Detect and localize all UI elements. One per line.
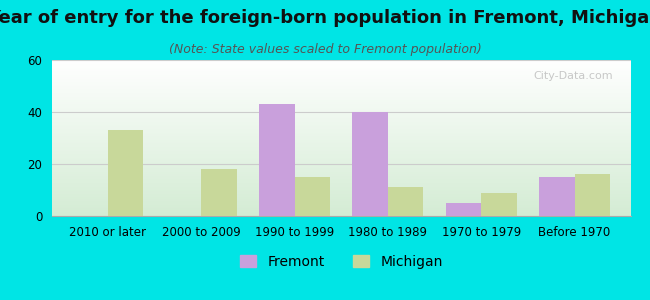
Text: City-Data.com: City-Data.com [534, 71, 613, 81]
Bar [294, 177, 330, 216]
Bar [108, 130, 144, 216]
Legend: Fremont, Michigan: Fremont, Michigan [234, 250, 448, 274]
Bar [446, 203, 481, 216]
Text: Year of entry for the foreign-born population in Fremont, Michigan: Year of entry for the foreign-born popul… [0, 9, 650, 27]
Bar [388, 188, 423, 216]
Bar [539, 177, 575, 216]
Text: (Note: State values scaled to Fremont population): (Note: State values scaled to Fremont po… [168, 44, 482, 56]
Bar [202, 169, 237, 216]
Bar [352, 112, 388, 216]
Bar [481, 193, 517, 216]
Bar [575, 174, 610, 216]
Bar [259, 104, 294, 216]
